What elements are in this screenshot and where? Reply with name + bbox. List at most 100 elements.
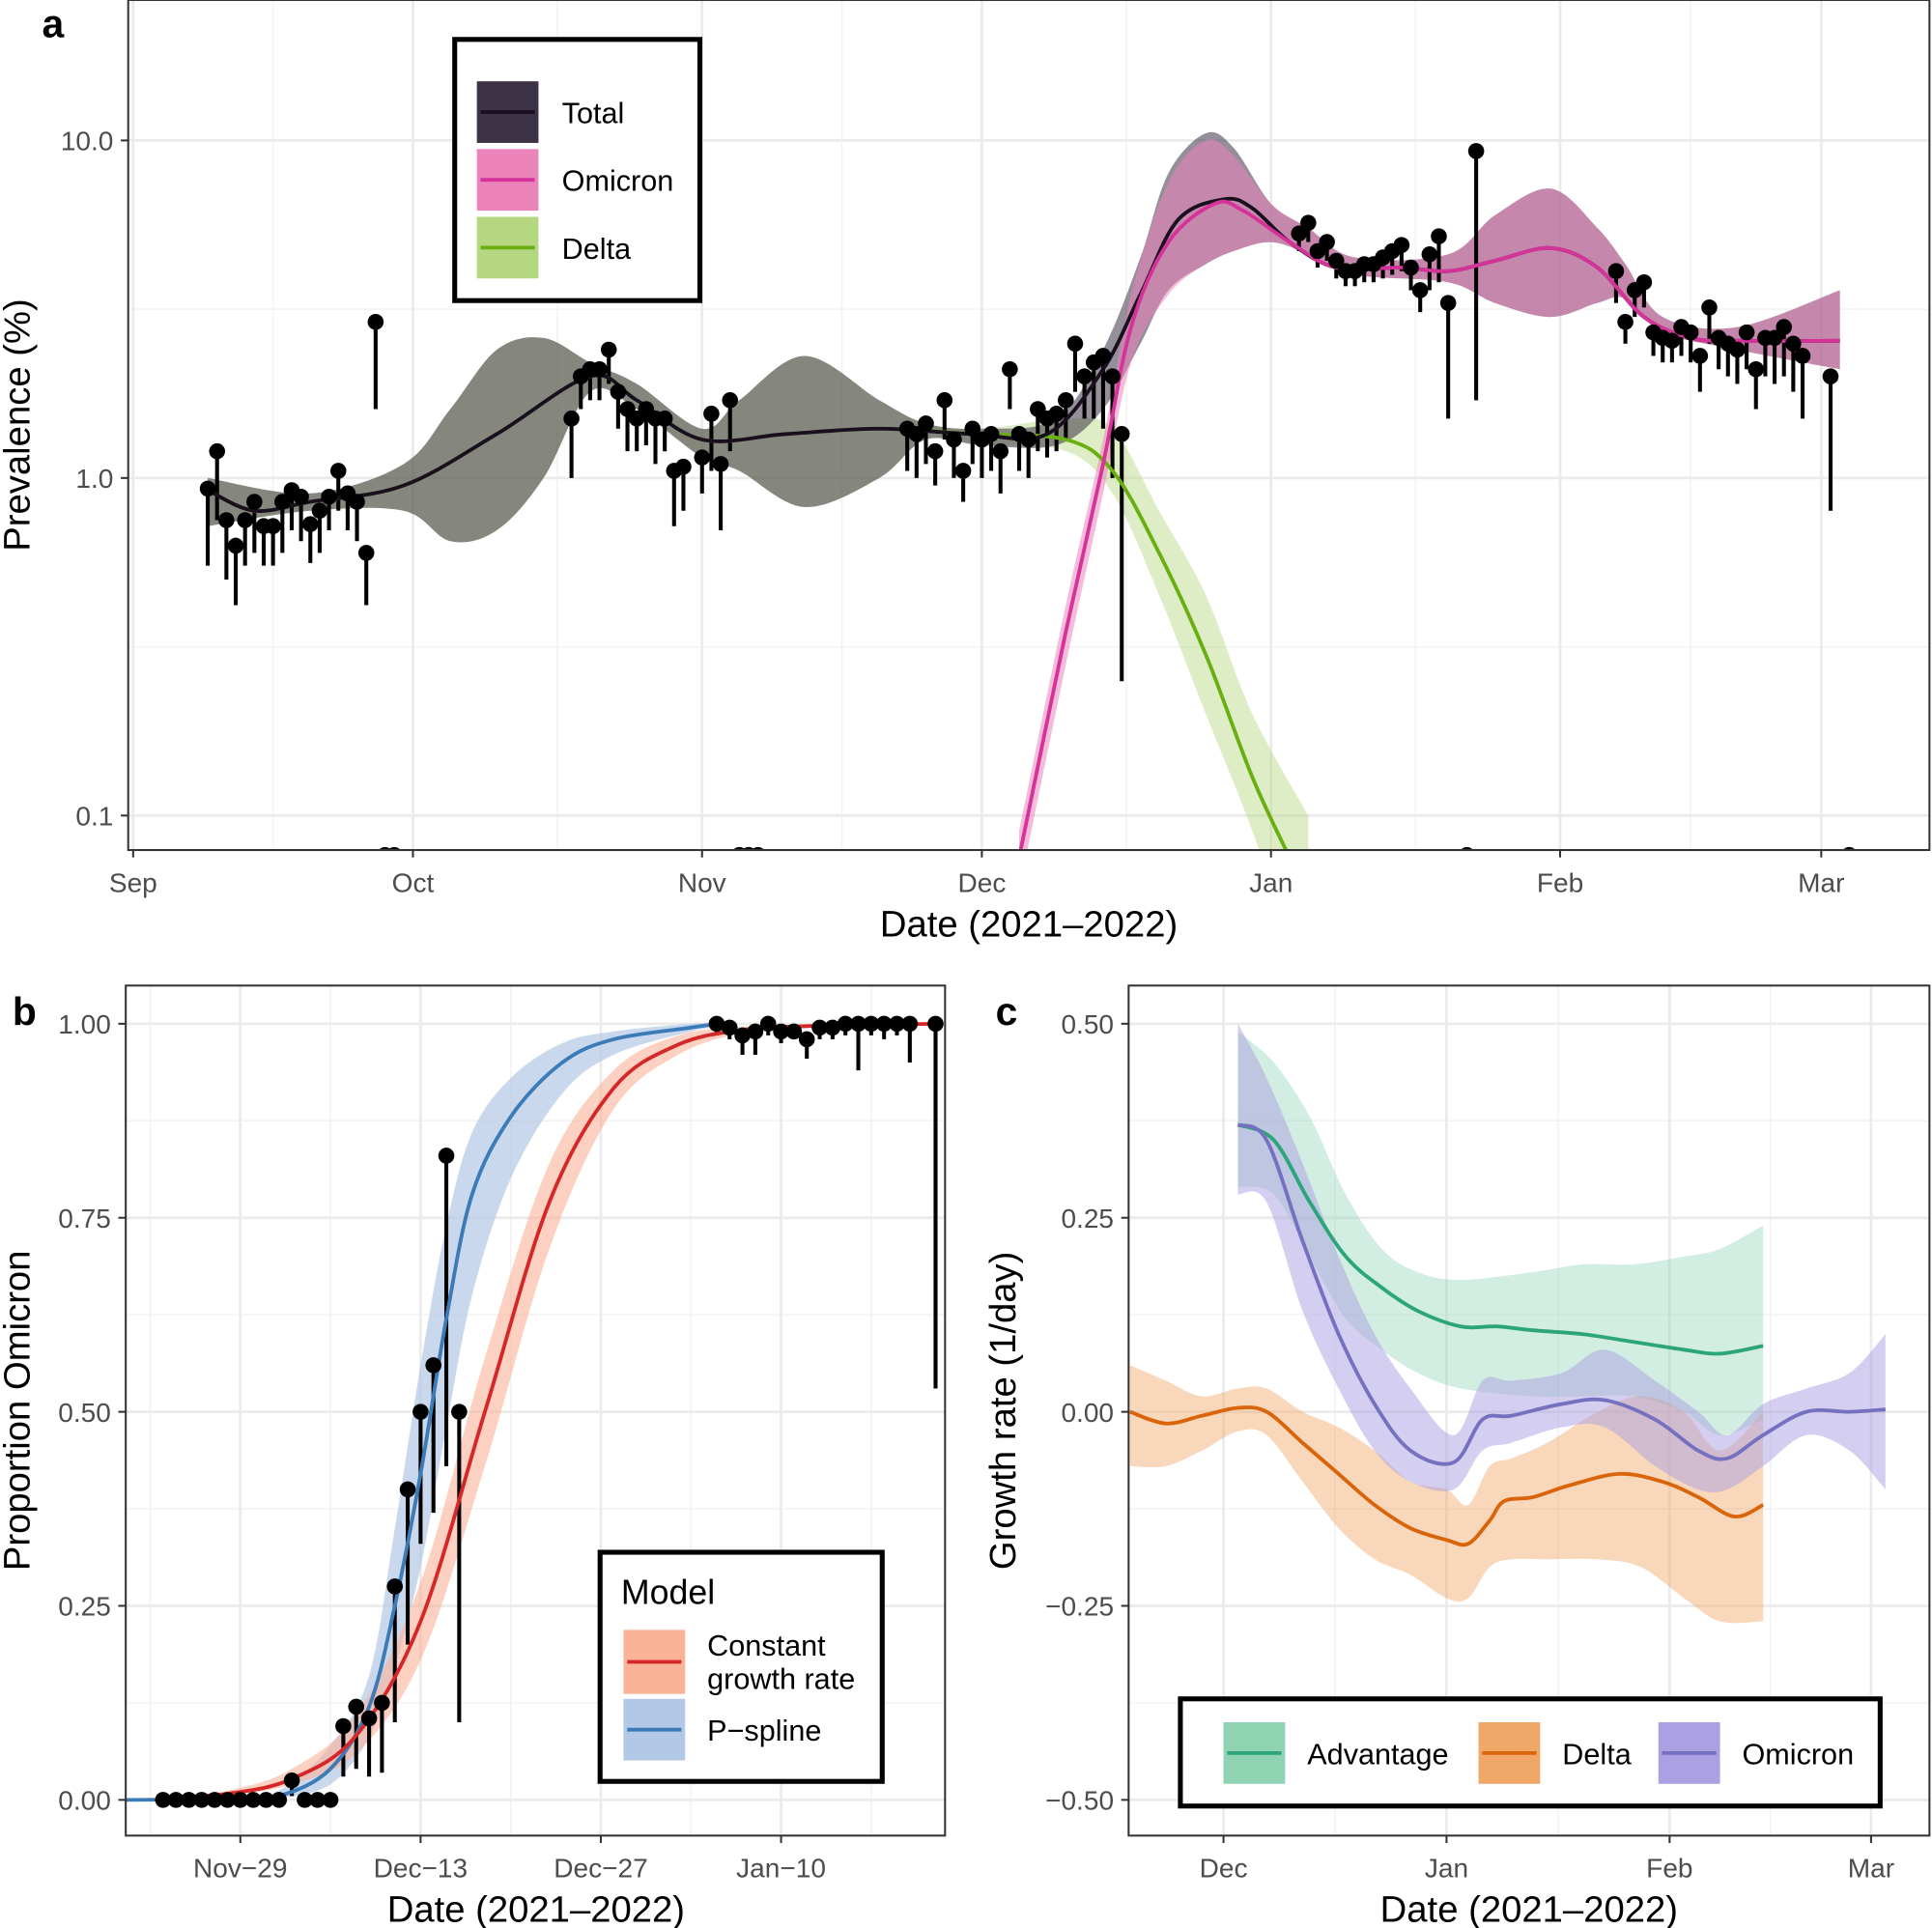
x-tick-label: Dec xyxy=(957,867,1006,897)
data-point xyxy=(438,1148,455,1164)
data-point xyxy=(722,392,739,409)
legend-label: Constant growth rate xyxy=(707,1630,855,1695)
y-tick-label: 1.00 xyxy=(58,1009,111,1039)
x-tick-label: Nov xyxy=(678,867,726,897)
data-point xyxy=(785,1023,803,1040)
data-point xyxy=(712,456,729,472)
data-point xyxy=(1066,335,1084,353)
data-point xyxy=(708,1015,725,1033)
data-point xyxy=(1421,245,1438,263)
data-point xyxy=(1058,392,1074,409)
data-point xyxy=(1319,234,1335,250)
panel-c-y-axis-title: Growth rate (1/day) xyxy=(982,1252,1024,1571)
x-tick-label: Nov−29 xyxy=(193,1854,287,1884)
data-point xyxy=(270,1792,288,1808)
data-point xyxy=(759,1015,777,1033)
panel-label-a: a xyxy=(42,1,64,45)
data-point xyxy=(193,1792,211,1808)
x-tick-label: Mar xyxy=(1798,867,1844,897)
data-point xyxy=(1663,332,1681,350)
data-point xyxy=(309,1792,327,1808)
legend-title: Model xyxy=(621,1574,715,1612)
panel-b-y-axis-title: Proportion Omicron xyxy=(0,1251,39,1572)
data-point xyxy=(237,512,253,528)
legend-label: Delta xyxy=(562,233,632,266)
x-tick-label: Dec xyxy=(1200,1854,1248,1884)
data-point xyxy=(1738,324,1755,341)
x-tick-label: Jan−10 xyxy=(736,1854,826,1884)
ribbon-total xyxy=(208,131,1840,543)
data-point xyxy=(1328,252,1345,269)
line-omicron xyxy=(1236,1122,1886,1466)
data-point xyxy=(412,1403,429,1420)
y-tick-label: 0.1 xyxy=(75,802,113,832)
data-point xyxy=(367,313,384,330)
data-point xyxy=(1300,214,1317,231)
data-point xyxy=(610,383,627,400)
data-point xyxy=(244,1792,262,1808)
panel-label-b: b xyxy=(13,989,37,1034)
data-point xyxy=(386,1578,404,1595)
data-point xyxy=(181,1792,197,1808)
x-tick-label: Feb xyxy=(1646,1854,1692,1884)
data-point xyxy=(360,1710,378,1727)
data-point xyxy=(656,411,673,427)
ribbon-constant-growth-rate xyxy=(162,1023,936,1799)
data-point xyxy=(863,1015,880,1033)
data-point xyxy=(1020,431,1037,448)
panel-a-y-axis-title: Prevalence (%) xyxy=(0,298,39,551)
plot-frame xyxy=(125,984,947,1837)
data-point xyxy=(1431,228,1447,244)
data-point xyxy=(908,426,925,442)
data-point xyxy=(721,1019,738,1036)
x-tick-label: Jan xyxy=(1425,1854,1468,1884)
ribbon-omicron xyxy=(1237,1023,1886,1493)
data-point xyxy=(936,392,953,409)
data-point xyxy=(167,1792,185,1808)
data-point xyxy=(1822,368,1839,384)
y-tick-label: 10.0 xyxy=(61,127,114,156)
y-tick-label: −0.25 xyxy=(1045,1592,1114,1622)
data-point xyxy=(982,426,1000,442)
y-tick-label: 0.50 xyxy=(58,1398,111,1428)
x-tick-label: Dec−13 xyxy=(374,1854,468,1884)
legend-label: Omicron xyxy=(1743,1738,1855,1771)
y-tick-label: 0.25 xyxy=(1061,1204,1114,1233)
panel-b-legend: Model Constant growth rate P−spline xyxy=(597,1549,885,1784)
data-point xyxy=(837,1015,854,1033)
x-tick-label: Dec−27 xyxy=(554,1854,647,1884)
x-tick-label: Sep xyxy=(109,867,157,897)
data-point xyxy=(348,1698,365,1715)
plot-frame xyxy=(1127,984,1931,1837)
data-point xyxy=(258,1792,274,1808)
data-point xyxy=(824,1019,841,1036)
plot-area xyxy=(1129,1023,1886,1624)
plot-area xyxy=(199,131,1856,851)
y-tick-label: 0.00 xyxy=(1061,1398,1114,1428)
panel-c-growth-rate: Dec Jan Feb Mar −0.50 −0.25 0.00 0.25 0.50 xyxy=(1045,984,1931,1884)
data-point xyxy=(1076,368,1093,384)
data-point xyxy=(927,1015,944,1033)
x-tick-label: Feb xyxy=(1537,867,1583,897)
data-point xyxy=(811,1019,828,1036)
data-point xyxy=(1467,143,1485,159)
data-point xyxy=(591,360,608,378)
panel-a-prevalence: Sep Oct Nov Dec Jan Feb Mar 0.1 1.0 10.0 xyxy=(61,0,1931,897)
line-p-spline xyxy=(126,1021,718,1802)
panel-c-x-axis-title: Date (2021–2022) xyxy=(1380,1889,1678,1928)
y-tick-label: 0.50 xyxy=(1061,1009,1114,1039)
data-point xyxy=(311,502,328,520)
data-point xyxy=(1766,329,1783,347)
y-tick-label: 0.25 xyxy=(58,1592,111,1622)
data-point xyxy=(227,537,244,554)
panel-label-c: c xyxy=(996,989,1018,1034)
data-point xyxy=(301,516,319,532)
legend-label: Total xyxy=(562,98,625,130)
data-point xyxy=(199,480,216,497)
data-point xyxy=(946,431,962,448)
legend-label: Omicron xyxy=(562,165,674,198)
data-point xyxy=(1635,273,1653,291)
x-tick-label: Jan xyxy=(1249,867,1293,897)
data-point xyxy=(675,458,692,475)
